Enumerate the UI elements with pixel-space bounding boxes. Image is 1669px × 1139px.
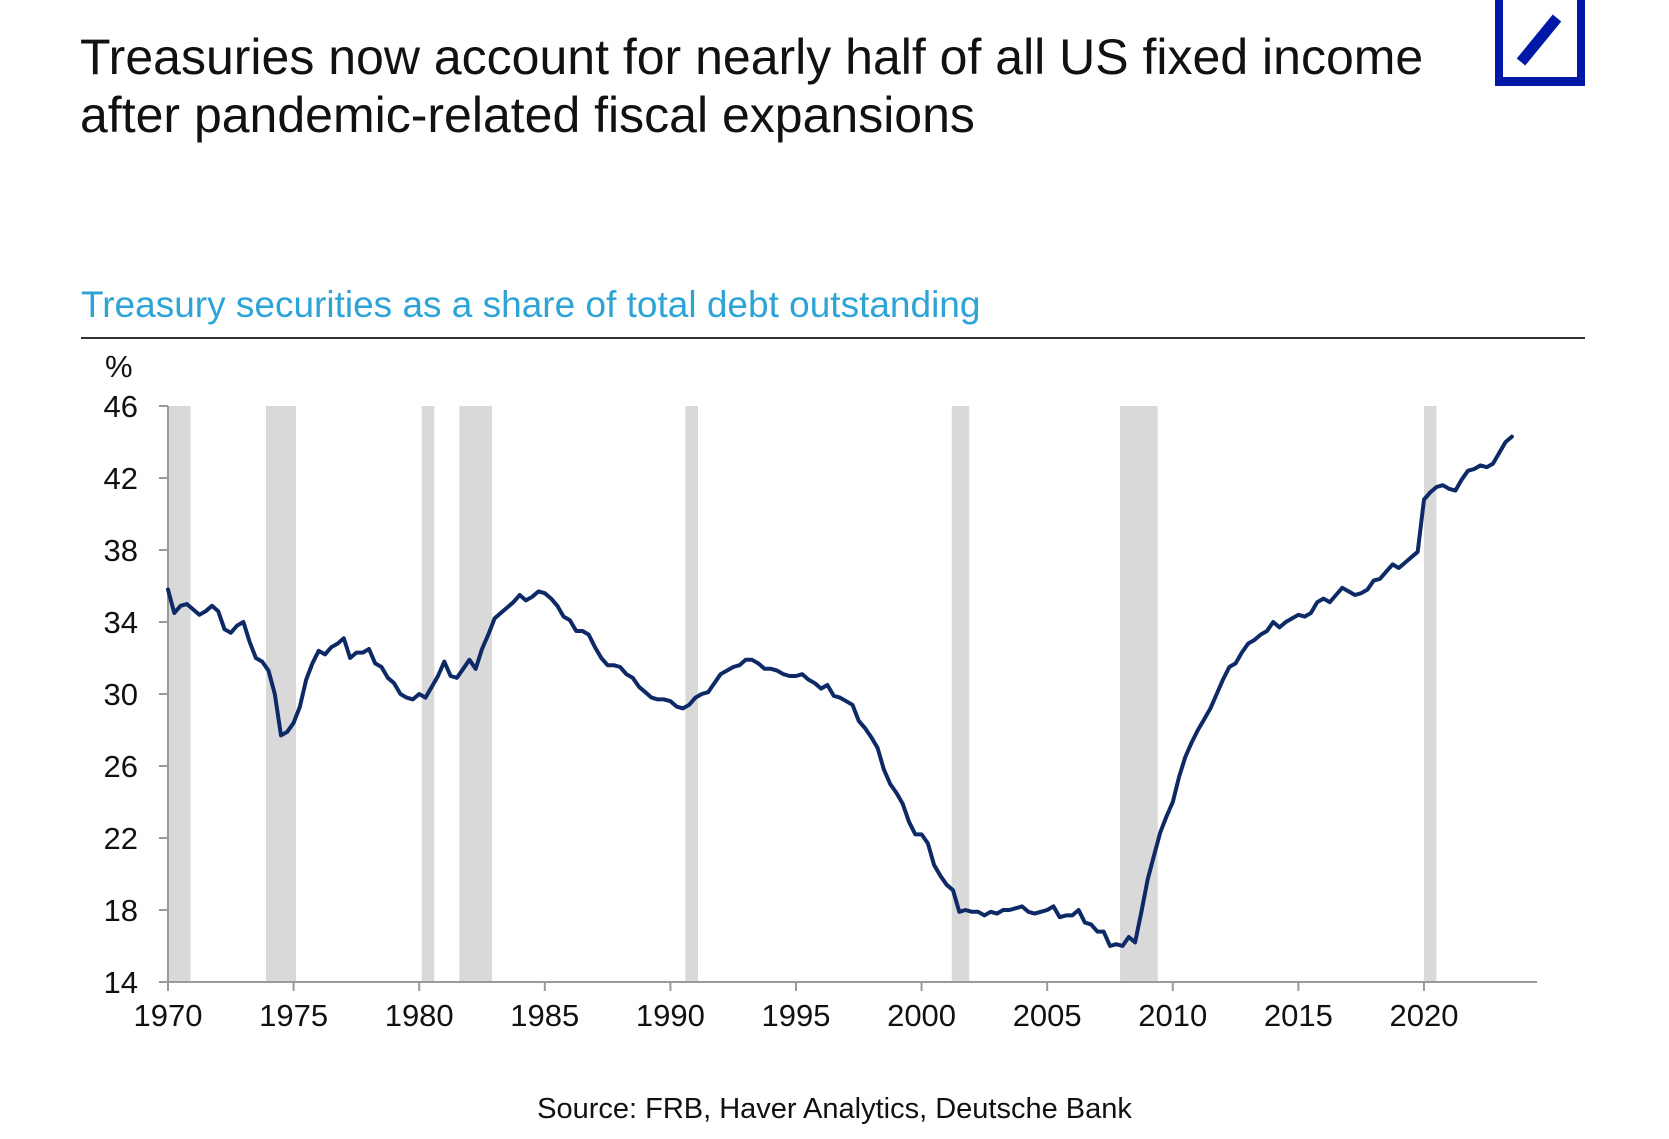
x-tick-label: 1975 — [259, 998, 328, 1033]
y-axis-unit-label: % — [105, 349, 133, 384]
recession-band — [685, 406, 699, 982]
y-tick-label: 42 — [104, 461, 138, 496]
deutsche-bank-logo — [1495, 0, 1585, 86]
y-tick-label: 46 — [104, 389, 138, 424]
x-tick-label: 2000 — [887, 998, 956, 1033]
x-tick-label: 1980 — [385, 998, 454, 1033]
x-tick-label: 2005 — [1013, 998, 1082, 1033]
y-tick-label: 14 — [104, 965, 138, 1000]
x-tick-label: 2015 — [1264, 998, 1333, 1033]
logo-frame — [1495, 0, 1585, 86]
recession-band — [951, 406, 970, 982]
logo-slash — [1516, 14, 1562, 66]
x-tick-label: 2010 — [1138, 998, 1207, 1033]
y-tick-label: 38 — [104, 533, 138, 568]
y-tick-label: 30 — [104, 677, 138, 712]
chart-subtitle: Treasury securities as a share of total … — [81, 284, 981, 325]
y-tick-label: 22 — [104, 821, 138, 856]
x-tick-label: 1985 — [510, 998, 579, 1033]
series-line — [166, 434, 1514, 948]
x-tick-label: 1970 — [134, 998, 203, 1033]
source-note: Source: FRB, Haver Analytics, Deutsche B… — [537, 1093, 1132, 1125]
recession-band — [1423, 406, 1437, 982]
page-title: Treasuries now account for nearly half o… — [80, 29, 1424, 143]
recession-band — [265, 406, 297, 982]
x-tick-label: 2020 — [1389, 998, 1458, 1033]
y-tick-label: 34 — [104, 605, 138, 640]
x-tick-label: 1995 — [761, 998, 830, 1033]
y-tick-label: 26 — [104, 749, 138, 784]
recession-band — [459, 406, 493, 982]
recession-band — [1120, 406, 1158, 982]
x-tick-label: 1990 — [636, 998, 705, 1033]
recession-band — [168, 406, 191, 982]
y-tick-label: 18 — [104, 893, 138, 928]
